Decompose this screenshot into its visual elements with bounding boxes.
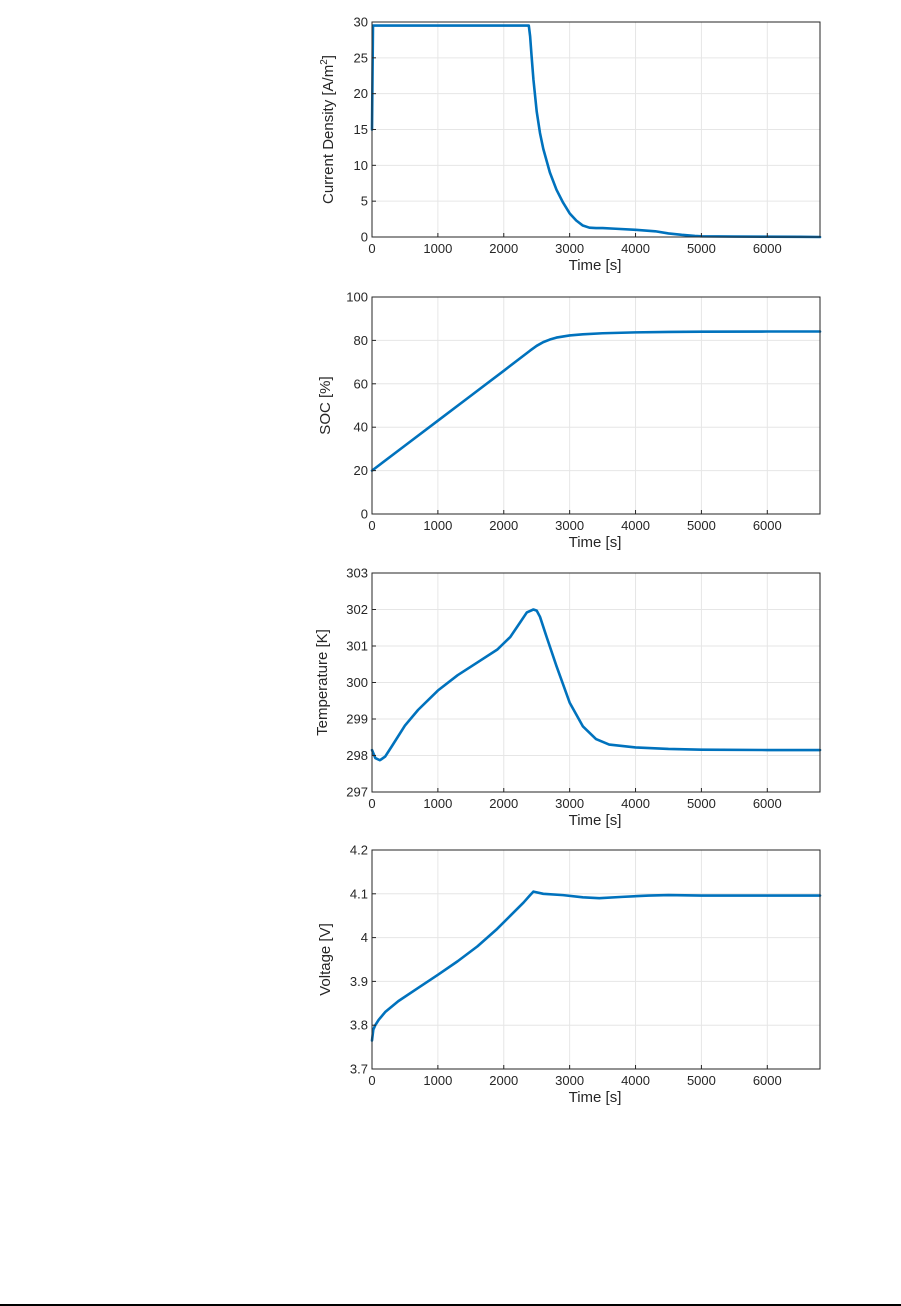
y-tick-label: 80 — [354, 333, 368, 348]
y-tick-label: 100 — [346, 290, 368, 305]
axes-frame — [371, 849, 821, 1070]
x-tick-label: 4000 — [621, 1073, 650, 1088]
plot-area — [371, 849, 821, 1070]
y-tick-label: 0 — [361, 507, 368, 522]
x-tick-label: 0 — [368, 241, 375, 256]
series-line — [370, 330, 822, 472]
y-tick-label: 10 — [354, 158, 368, 173]
y-tick-label: 20 — [354, 86, 368, 101]
x-axis-label: Time [s] — [569, 1089, 622, 1106]
x-tick-label: 3000 — [555, 1073, 584, 1088]
chart-panel-2: 0 1000 2000 3000 4000 5000 6000 0 20 40 60 80 100 Tim… — [317, 290, 822, 551]
y-axis-label: Voltage [V] — [317, 923, 334, 996]
y-tick-label: 298 — [346, 748, 368, 763]
x-tick-label: 2000 — [489, 1073, 518, 1088]
y-tick-label: 60 — [354, 376, 368, 391]
x-tick-label: 0 — [368, 796, 375, 811]
x-tick-label: 3000 — [555, 796, 584, 811]
y-tick-label: 297 — [346, 785, 368, 800]
x-axis-label: Time [s] — [569, 812, 622, 829]
y-tick-label: 303 — [346, 566, 368, 581]
series-line — [370, 24, 822, 239]
x-tick-label: 6000 — [753, 518, 782, 533]
y-tick-label: 20 — [354, 463, 368, 478]
x-tick-label: 1000 — [423, 241, 452, 256]
x-axis-label: Time [s] — [569, 257, 622, 274]
y-tick-label: 0 — [361, 230, 368, 245]
y-axis-label: SOC [%] — [317, 376, 334, 434]
x-tick-label: 2000 — [489, 796, 518, 811]
x-tick-label: 0 — [368, 518, 375, 533]
y-tick-label: 301 — [346, 639, 368, 654]
y-tick-label: 25 — [354, 50, 368, 65]
x-tick-label: 5000 — [687, 1073, 716, 1088]
y-tick-label: 30 — [354, 15, 368, 30]
x-tick-label: 0 — [368, 1073, 375, 1088]
x-tick-label: 1000 — [423, 796, 452, 811]
y-tick-label: 3.8 — [350, 1018, 368, 1033]
x-tick-label: 2000 — [489, 518, 518, 533]
series-line — [370, 890, 822, 1042]
y-axis-label: Current Density [A/m2] — [319, 55, 337, 204]
plot-area — [371, 296, 821, 515]
y-tick-label: 300 — [346, 675, 368, 690]
y-axis-label: Temperature [K] — [314, 629, 331, 736]
y-tick-label: 4 — [361, 930, 368, 945]
y-tick-label: 3.9 — [350, 974, 368, 989]
x-tick-label: 5000 — [687, 241, 716, 256]
axes-frame — [371, 296, 821, 515]
x-tick-label: 3000 — [555, 518, 584, 533]
x-tick-label: 5000 — [687, 518, 716, 533]
y-tick-label: 40 — [354, 420, 368, 435]
y-tick-label: 15 — [354, 122, 368, 137]
x-tick-label: 1000 — [423, 518, 452, 533]
x-tick-label: 6000 — [753, 1073, 782, 1088]
x-tick-label: 4000 — [621, 796, 650, 811]
chart-panel-3: 0 1000 2000 3000 4000 5000 6000 297 298 299 300 301… — [314, 566, 822, 829]
page-bottom-border — [0, 1304, 901, 1306]
y-tick-label: 299 — [346, 712, 368, 727]
series-line — [370, 608, 822, 762]
x-tick-label: 2000 — [489, 241, 518, 256]
x-tick-label: 3000 — [555, 241, 584, 256]
y-tick-label: 302 — [346, 602, 368, 617]
x-tick-label: 4000 — [621, 241, 650, 256]
x-tick-label: 6000 — [753, 796, 782, 811]
x-tick-label: 4000 — [621, 518, 650, 533]
chart-panel-4: 0 1000 2000 3000 4000 5000 6000 3.7 3.8 3.9 4 4.1 4.… — [317, 843, 822, 1106]
chart-panel-1: 0 1000 2000 3000 4000 5000 6000 0 5 10 15 20 25 30 Tim… — [319, 15, 822, 274]
x-tick-label: 6000 — [753, 241, 782, 256]
x-axis-label: Time [s] — [569, 534, 622, 551]
y-tick-label: 3.7 — [350, 1062, 368, 1077]
x-tick-label: 5000 — [687, 796, 716, 811]
y-tick-label: 5 — [361, 194, 368, 209]
y-tick-label: 4.2 — [350, 843, 368, 858]
y-tick-label: 4.1 — [350, 886, 368, 901]
x-tick-label: 1000 — [423, 1073, 452, 1088]
